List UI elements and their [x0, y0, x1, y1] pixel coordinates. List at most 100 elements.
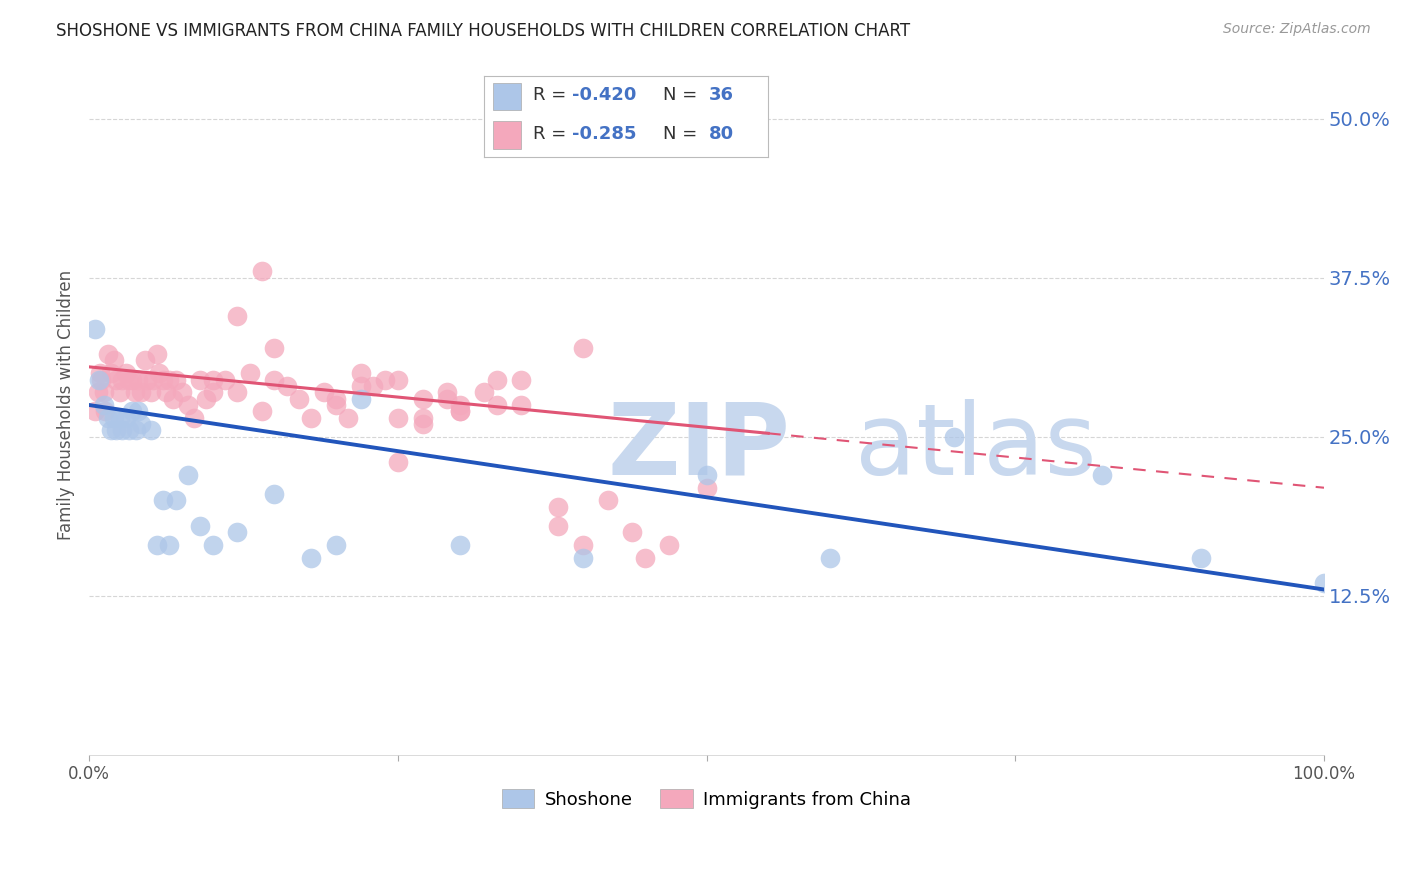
Point [157, 373, 180, 387]
Point [127, 373, 149, 387]
Point [105, 424, 128, 438]
Point [94, 404, 117, 418]
Point [148, 366, 170, 380]
Point [139, 385, 162, 400]
Point [387, 373, 409, 387]
Point [412, 392, 434, 406]
Point [108, 385, 131, 400]
Point [188, 519, 211, 533]
Point [139, 424, 162, 438]
Point [90, 373, 112, 387]
Point [162, 392, 184, 406]
Point [127, 404, 149, 418]
Point [1091, 468, 1114, 483]
Point [111, 373, 134, 387]
Point [214, 373, 236, 387]
Point [510, 373, 533, 387]
Legend: Shoshone, Immigrants from China: Shoshone, Immigrants from China [495, 782, 918, 816]
Point [201, 385, 224, 400]
Point [195, 392, 218, 406]
Point [299, 550, 322, 565]
Point [157, 538, 180, 552]
Text: Source: ZipAtlas.com: Source: ZipAtlas.com [1223, 22, 1371, 37]
Point [412, 417, 434, 431]
Point [165, 373, 187, 387]
Point [1313, 576, 1336, 591]
Point [412, 410, 434, 425]
Point [103, 410, 125, 425]
Point [250, 264, 273, 278]
Point [449, 398, 471, 412]
Point [263, 341, 285, 355]
Point [1189, 550, 1212, 565]
Point [86, 385, 108, 400]
Point [111, 424, 134, 438]
Point [485, 398, 508, 412]
Point [97, 410, 120, 425]
Point [108, 410, 131, 425]
Point [146, 538, 169, 552]
Point [103, 353, 125, 368]
Point [299, 410, 322, 425]
Point [226, 525, 249, 540]
Point [449, 404, 471, 418]
Point [374, 373, 396, 387]
Point [263, 373, 285, 387]
Point [97, 347, 120, 361]
Point [100, 366, 122, 380]
Point [188, 373, 211, 387]
Point [134, 353, 156, 368]
Y-axis label: Family Households with Children: Family Households with Children [58, 270, 75, 540]
Point [146, 347, 169, 361]
Point [93, 385, 115, 400]
Point [325, 392, 347, 406]
Point [572, 550, 595, 565]
Point [226, 309, 249, 323]
Point [117, 424, 139, 438]
Point [621, 525, 644, 540]
Point [125, 424, 148, 438]
Point [288, 392, 311, 406]
Point [129, 417, 152, 431]
Point [325, 398, 347, 412]
Point [696, 468, 718, 483]
Point [152, 373, 174, 387]
Point [387, 410, 409, 425]
Point [100, 424, 122, 438]
Point [472, 385, 495, 400]
Point [136, 373, 159, 387]
Point [177, 398, 200, 412]
Point [115, 410, 138, 425]
Point [84, 404, 107, 418]
Point [658, 538, 681, 552]
Point [142, 373, 165, 387]
Point [183, 410, 205, 425]
Point [634, 550, 657, 565]
Point [84, 321, 107, 335]
Point [942, 430, 965, 444]
Text: ZIP: ZIP [607, 399, 790, 496]
Point [361, 379, 384, 393]
Point [129, 385, 152, 400]
Point [201, 373, 224, 387]
Point [250, 404, 273, 418]
Point [226, 385, 249, 400]
Point [170, 385, 193, 400]
Point [485, 373, 508, 387]
Point [547, 519, 569, 533]
Point [177, 468, 200, 483]
Point [325, 538, 347, 552]
Point [350, 392, 373, 406]
Point [263, 487, 285, 501]
Point [121, 373, 143, 387]
Point [201, 538, 224, 552]
Point [89, 366, 111, 380]
Point [105, 373, 128, 387]
Point [350, 379, 373, 393]
Point [449, 538, 471, 552]
Point [152, 493, 174, 508]
Point [124, 385, 146, 400]
Point [312, 385, 335, 400]
Point [155, 385, 177, 400]
Point [436, 392, 458, 406]
